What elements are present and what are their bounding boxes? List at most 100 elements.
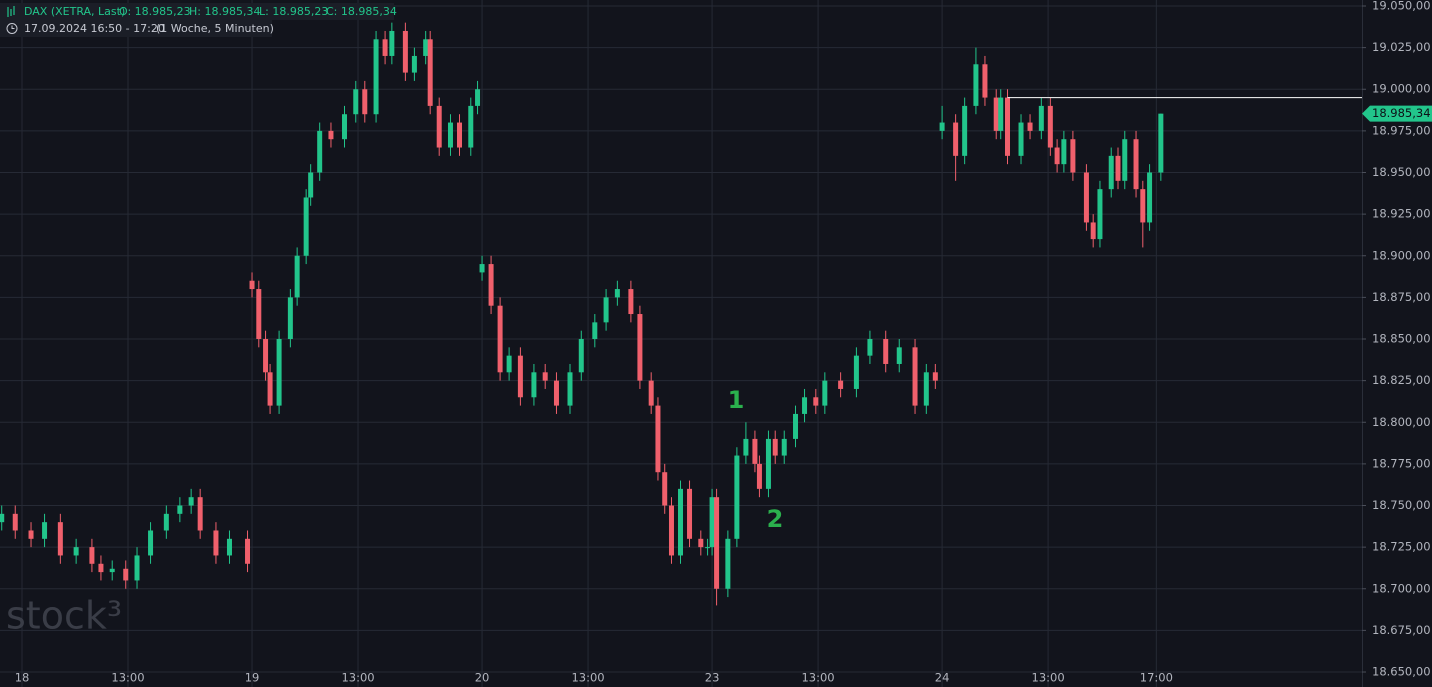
candle-body (1097, 189, 1103, 240)
candle-body (517, 355, 523, 398)
candle-body (1140, 189, 1146, 223)
ohlc-high: H: 18.985,34 (189, 5, 260, 18)
candle-body (1070, 139, 1076, 173)
y-tick-label: 18.975,00 (1372, 123, 1431, 137)
candle-body (993, 97, 999, 131)
candle-body (303, 197, 309, 256)
y-tick-label: 19.000,00 (1372, 82, 1431, 96)
candle-body (542, 372, 548, 381)
candle-body (245, 538, 251, 564)
candle-body (402, 30, 408, 73)
candle-body (109, 568, 115, 573)
candle-body (668, 505, 674, 556)
candle-body (506, 355, 512, 373)
candle-body (1090, 222, 1096, 240)
y-tick-label: 18.850,00 (1372, 332, 1431, 346)
candle-body (427, 39, 433, 106)
x-tick-label: 13:00 (1032, 671, 1065, 685)
header-background (0, 20, 272, 37)
candle-body (28, 530, 34, 539)
candle-body (962, 105, 968, 156)
header-background (0, 3, 394, 20)
candle-body (1027, 122, 1033, 131)
candle-body (628, 289, 634, 315)
candle-body (648, 380, 654, 406)
y-tick-label: 18.925,00 (1372, 207, 1431, 221)
candle-body (662, 472, 668, 506)
symbol: DAX (XETRA, Last) (24, 5, 125, 18)
candle-body (637, 314, 643, 381)
candle-body (42, 522, 48, 539)
ohlc-low: L: 18.985,23 (259, 5, 328, 18)
candle-body (317, 130, 323, 173)
candle-body (148, 530, 154, 556)
candle-body (614, 289, 620, 298)
candle-body (1115, 155, 1121, 181)
candle-body (1018, 122, 1024, 156)
x-tick-label: 13:00 (341, 671, 374, 685)
clock-icon (6, 23, 18, 34)
y-tick-label: 18.675,00 (1372, 623, 1431, 637)
candle-body (341, 114, 347, 140)
candle-body (772, 438, 778, 456)
candle-body (249, 280, 255, 290)
candle-body (177, 505, 183, 514)
candle-body (678, 488, 684, 556)
candle-body (328, 130, 334, 140)
overlay: 12 (728, 97, 1362, 533)
candle-body (447, 122, 453, 148)
candle-body (578, 339, 584, 373)
y-tick-label: 18.875,00 (1372, 290, 1431, 304)
grid (0, 0, 1362, 687)
candle-body (838, 380, 844, 389)
candle-body (756, 463, 762, 489)
candle-body (57, 522, 63, 556)
clock-hands (11, 25, 15, 29)
candle-body (197, 497, 203, 531)
candle-body (256, 289, 262, 340)
candle-body (267, 372, 273, 406)
candle-body (497, 305, 503, 373)
candle-body (411, 55, 417, 73)
y-tick-label: 18.800,00 (1372, 415, 1431, 429)
x-tick-label: 23 (705, 671, 720, 685)
x-tick-label: 19 (245, 671, 260, 685)
candle-body (1158, 113, 1164, 173)
x-tick-label: 20 (475, 671, 490, 685)
candle-body (263, 339, 269, 373)
candle-body (953, 122, 959, 156)
candle-body (939, 122, 945, 131)
x-tick-label: 13:00 (571, 671, 604, 685)
ohlc-open: O: 18.985,23 (119, 5, 191, 18)
candle-body (655, 405, 661, 473)
candle-body (705, 547, 711, 549)
candle-body (813, 397, 819, 406)
last-price-tag (1362, 105, 1432, 122)
candle-body (226, 538, 232, 556)
y-tick-label: 18.700,00 (1372, 581, 1431, 595)
y-tick-label: 19.050,00 (1372, 0, 1431, 12)
candle-body (896, 347, 902, 364)
candle-body (373, 39, 379, 115)
candle-body (0, 513, 5, 523)
candle-body (1133, 139, 1139, 190)
y-tick-label: 18.825,00 (1372, 373, 1431, 387)
candle-body (475, 89, 481, 106)
candle-body (123, 568, 129, 581)
candle-body (479, 264, 485, 273)
candle-body (1054, 147, 1060, 165)
candle-body (592, 322, 598, 340)
candles (0, 22, 1164, 606)
interval: (1 Woche, 5 Minuten) (156, 22, 274, 35)
candle-body (912, 347, 918, 406)
candle-body (725, 538, 731, 589)
candle-body (867, 339, 873, 356)
candle-body (709, 497, 715, 548)
candle-body (294, 255, 300, 298)
candle-body (853, 355, 859, 389)
candle-body (923, 372, 929, 406)
annotation: 2 (767, 505, 784, 533)
candle-body (188, 497, 194, 506)
candle-body (276, 339, 282, 406)
candle-body (883, 339, 889, 364)
